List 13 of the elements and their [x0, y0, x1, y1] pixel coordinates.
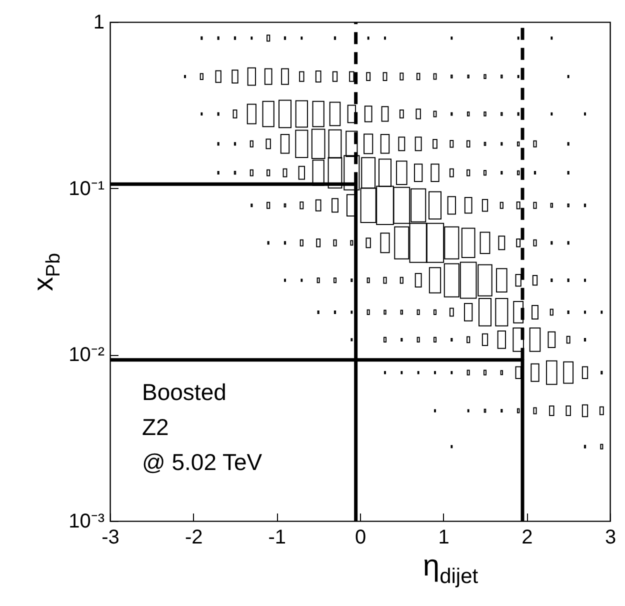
x-tick-label: 0 [354, 526, 366, 548]
x-tick-label: 2 [522, 526, 533, 548]
annotation: Z2 [142, 414, 169, 440]
y-tick-label: 10⁻² [68, 344, 105, 366]
annotation: Boosted [142, 379, 226, 405]
x-tick-label: -2 [184, 526, 203, 548]
x-axis-title: η$_{dijet}$ [422, 550, 478, 588]
annotation: @ 5.02 TeV [142, 449, 263, 475]
x-tick-label: 3 [604, 526, 616, 548]
x-tick-label: -1 [268, 526, 286, 548]
y-tick-label: 1 [93, 12, 104, 34]
x-tick-label: 1 [438, 526, 450, 548]
y-tick-label: 10⁻¹ [68, 178, 105, 200]
